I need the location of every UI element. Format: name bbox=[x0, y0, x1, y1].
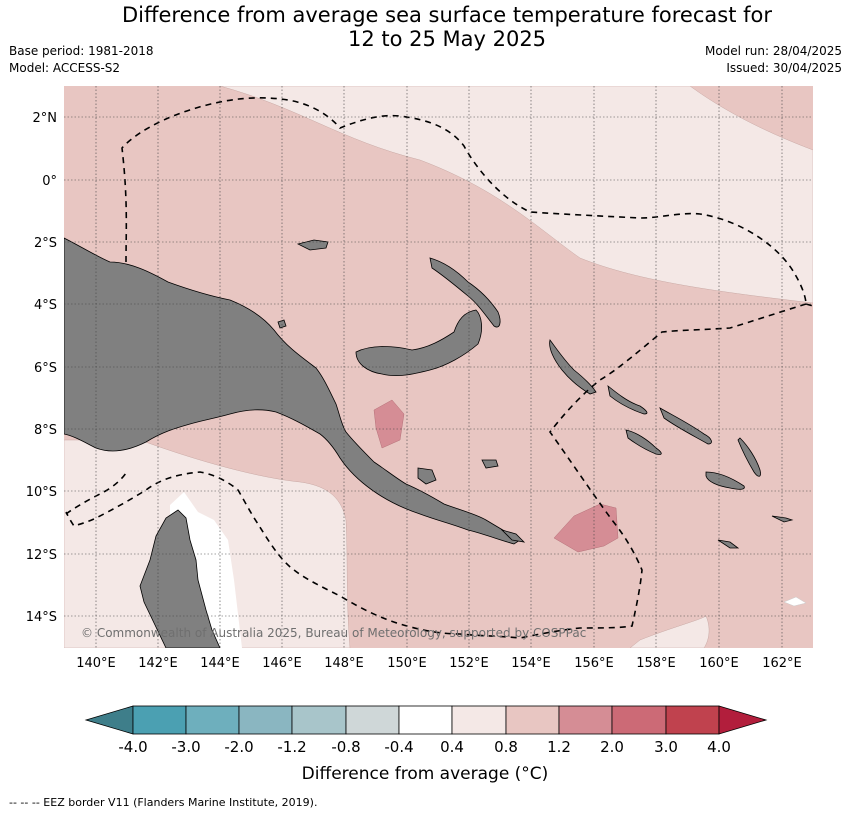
colorbar-segment bbox=[132, 705, 187, 735]
lon-labels: 140°E 142°E 144°E 146°E 148°E 150°E 152°… bbox=[76, 656, 802, 671]
lon-label: 160°E bbox=[699, 656, 739, 671]
land-new-ireland bbox=[429, 257, 501, 328]
lon-label: 158°E bbox=[636, 656, 676, 671]
model-run: Model run: 28/04/2025 bbox=[704, 44, 842, 58]
lon-label: 156°E bbox=[574, 656, 614, 671]
colorbar-label: 3.0 bbox=[654, 738, 678, 756]
lat-label: 4°S bbox=[34, 298, 57, 313]
lat-label: 12°S bbox=[26, 548, 57, 563]
no-data-coral-sea bbox=[783, 596, 807, 607]
eez-solomon-east bbox=[805, 303, 813, 307]
eez-png-west bbox=[65, 469, 129, 515]
lat-label: 10°S bbox=[26, 485, 57, 500]
colorbar-label: 4.0 bbox=[707, 738, 731, 756]
lon-label: 154°E bbox=[511, 656, 551, 671]
lat-label: 0° bbox=[42, 174, 57, 189]
anomaly-0.4-0.8-southeast bbox=[629, 615, 710, 648]
anomaly-1.2-2.0-patch-2 bbox=[553, 503, 619, 553]
lat-label: 6°S bbox=[34, 361, 57, 376]
colorbar-segment bbox=[238, 705, 293, 735]
land-louisiade bbox=[500, 529, 526, 543]
meta-right: Model run: 28/04/2025 Issued: 30/04/2025 bbox=[705, 43, 842, 77]
land-new-britain bbox=[355, 309, 482, 377]
lon-label: 152°E bbox=[449, 656, 489, 671]
land-malaita bbox=[737, 437, 761, 477]
colorbar-title: Difference from average (°C) bbox=[301, 764, 549, 784]
colorbar-segment bbox=[451, 705, 507, 735]
colorbar-segment bbox=[185, 705, 240, 735]
colorbar-label: 1.2 bbox=[547, 738, 571, 756]
lon-label: 150°E bbox=[387, 656, 427, 671]
colorbar-label: 0.8 bbox=[494, 738, 518, 756]
lat-labels: 2°N 0° 2°S 4°S 6°S 8°S 10°S 12°S 14°S bbox=[26, 111, 57, 625]
lon-label: 144°E bbox=[200, 656, 240, 671]
lat-label: 2°N bbox=[33, 111, 58, 126]
land-bougainville bbox=[549, 339, 597, 395]
lon-label: 142°E bbox=[138, 656, 178, 671]
land-choiseul bbox=[607, 385, 648, 415]
land-d-entrecasteaux bbox=[417, 467, 437, 485]
model-name: Model: ACCESS-S2 bbox=[9, 61, 121, 75]
colorbar-labels: -4.0 -3.0 -2.0 -1.2 -0.8 -0.4 0.4 0.8 1.… bbox=[118, 738, 731, 756]
land-makira bbox=[705, 471, 745, 490]
colorbar-label: -0.4 bbox=[384, 738, 413, 756]
colorbar-label: -4.0 bbox=[118, 738, 147, 756]
lon-label: 146°E bbox=[262, 656, 302, 671]
colorbar-segment bbox=[611, 705, 667, 735]
map-credit: © Commonwealth of Australia 2025, Bureau… bbox=[81, 626, 586, 640]
land-rennell bbox=[717, 539, 740, 549]
land-trobriand bbox=[481, 459, 499, 469]
issued-date: Issued: 30/04/2025 bbox=[726, 61, 842, 75]
colorbar-label: -3.0 bbox=[171, 738, 200, 756]
colorbar-label: -2.0 bbox=[224, 738, 253, 756]
colorbar-segment bbox=[665, 705, 720, 735]
title-line-1: Difference from average sea surface temp… bbox=[122, 3, 772, 27]
lat-label: 14°S bbox=[26, 610, 57, 625]
map-area: © Commonwealth of Australia 2025, Bureau… bbox=[64, 86, 813, 648]
colorbar-label: -0.8 bbox=[331, 738, 360, 756]
eez-png-north bbox=[121, 97, 807, 305]
lon-label: 148°E bbox=[324, 656, 364, 671]
chart-title: Difference from average sea surface temp… bbox=[0, 3, 850, 51]
eez-borders bbox=[65, 97, 813, 639]
land-guadalcanal bbox=[625, 429, 662, 455]
colorbar-label: 0.4 bbox=[440, 738, 464, 756]
lat-label: 8°S bbox=[34, 423, 57, 438]
colorbar-segment bbox=[558, 705, 613, 735]
colorbar-high-arrow bbox=[718, 705, 768, 735]
lon-label: 162°E bbox=[762, 656, 802, 671]
colorbar-segment bbox=[398, 705, 453, 735]
anomaly-1.2-2.0-patch-1 bbox=[373, 399, 405, 449]
eez-png-east bbox=[65, 303, 807, 639]
colorbar-label: -1.2 bbox=[277, 738, 306, 756]
anomaly-0.4-0.8-northeast bbox=[219, 86, 813, 304]
colorbar-segment bbox=[291, 705, 347, 735]
graticule bbox=[64, 86, 813, 648]
colorbar: -4.0 -3.0 -2.0 -1.2 -0.8 -0.4 0.4 0.8 1.… bbox=[84, 705, 768, 756]
colorbar-segment bbox=[345, 705, 400, 735]
land-australia-east bbox=[771, 515, 794, 523]
lat-label: 2°S bbox=[34, 236, 57, 251]
lon-label: 140°E bbox=[76, 656, 116, 671]
base-period: Base period: 1981-2018 bbox=[9, 44, 154, 58]
footer-legend: -- -- -- EEZ border V11 (Flanders Marine… bbox=[9, 796, 318, 809]
colorbar-segment bbox=[505, 705, 560, 735]
colorbar-low-arrow bbox=[84, 705, 134, 735]
land-manus bbox=[296, 239, 329, 251]
title-line-2: 12 to 25 May 2025 bbox=[347, 27, 547, 51]
land-cape-york bbox=[139, 509, 221, 648]
meta-left: Base period: 1981-2018 Model: ACCESS-S2 bbox=[9, 43, 154, 77]
colorbar-label: 2.0 bbox=[600, 738, 624, 756]
